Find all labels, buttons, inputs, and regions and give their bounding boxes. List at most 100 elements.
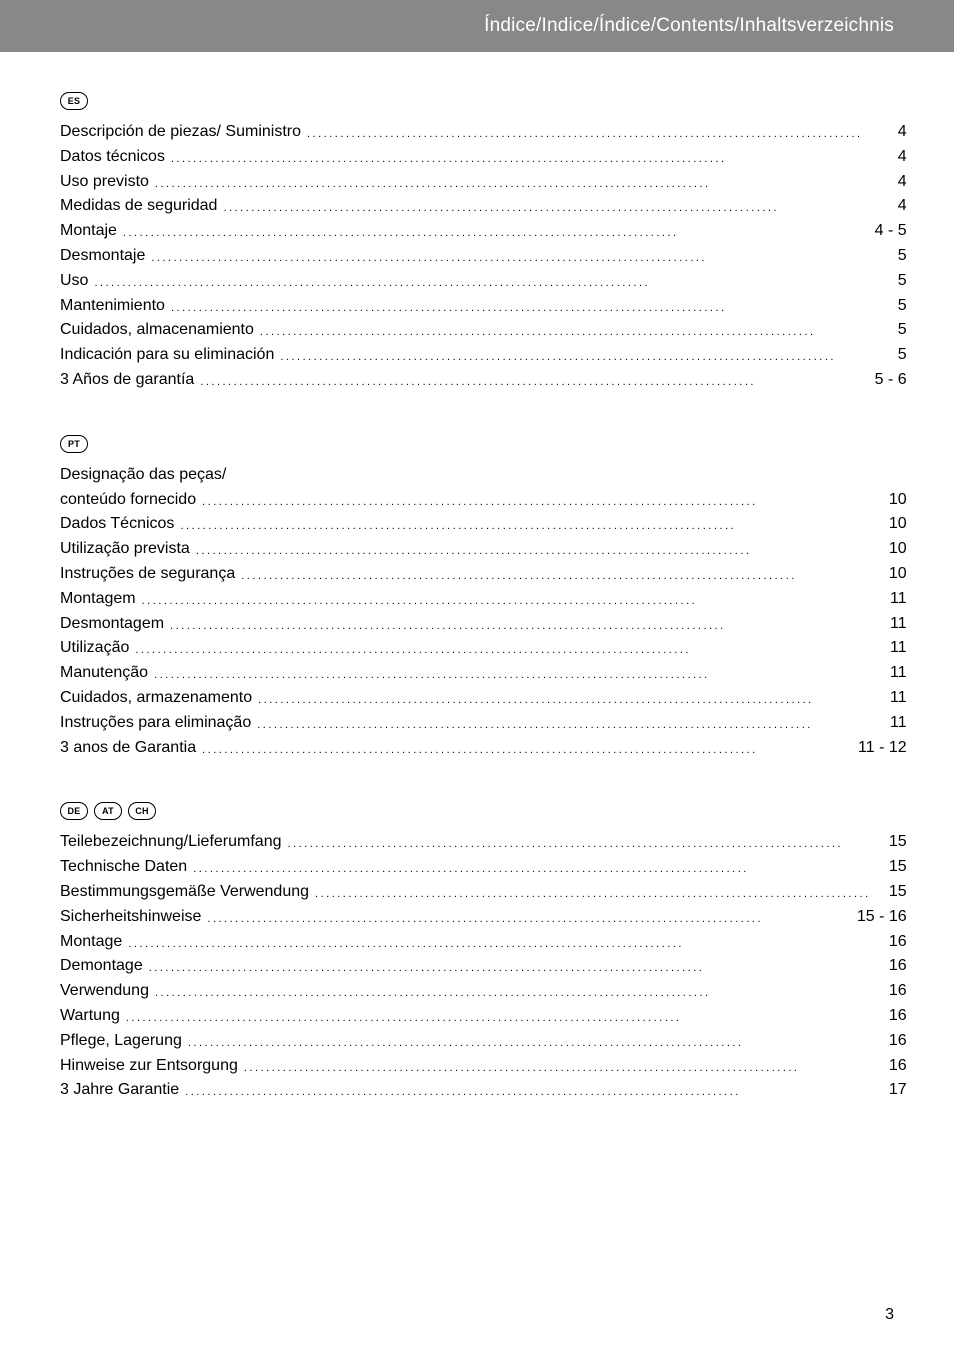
toc-entry-page: 5 xyxy=(877,269,907,294)
toc-entry-label: Datos técnicos xyxy=(60,145,165,170)
toc-entry-label: Cuidados, almacenamiento xyxy=(60,318,254,343)
toc-entry-label: 3 anos de Garantia xyxy=(60,736,196,761)
toc-entry-page: 16 xyxy=(877,1029,907,1054)
left-column: ES Descripción de piezas/ Suministro 4 Dato… xyxy=(60,92,907,1145)
toc-entry-page: 11 xyxy=(877,686,907,711)
toc-entry-page: 5 xyxy=(877,318,907,343)
toc-leader-dots xyxy=(171,295,871,320)
toc-entry-label: Hinweise zur Entsorgung xyxy=(60,1054,238,1079)
toc-leader-dots xyxy=(307,121,871,146)
toc-entry: Hinweise zur Entsorgung 16 xyxy=(60,1054,907,1079)
toc-entry-page: 4 - 5 xyxy=(875,219,907,244)
toc-entry-label: Montaje xyxy=(60,219,117,244)
language-badge: PT xyxy=(60,435,88,453)
toc-entry-page: 11 xyxy=(877,587,907,612)
toc-entry-page: 16 xyxy=(877,979,907,1004)
language-badges: ES xyxy=(60,92,907,110)
toc-entry-label: 3 Años de garantía xyxy=(60,368,194,393)
toc-entry-label: conteúdo fornecido xyxy=(60,488,196,513)
toc-entry: Verwendung 16 xyxy=(60,979,907,1004)
toc-leader-dots xyxy=(196,538,871,563)
toc-entry: 3 Años de garantía 5 - 6 xyxy=(60,368,907,393)
toc-entry: Utilização prevista10 xyxy=(60,537,907,562)
header-title: Índice/Indice/Índice/Contents/Inhaltsver… xyxy=(484,15,894,37)
toc-leader-dots xyxy=(135,637,870,662)
content-area: ES Descripción de piezas/ Suministro 4 Dato… xyxy=(0,52,954,1145)
toc-leader-dots xyxy=(241,563,870,588)
toc-entry: Medidas de seguridad4 xyxy=(60,194,907,219)
toc-leader-dots xyxy=(207,906,850,931)
toc-entry-page: 16 xyxy=(877,1004,907,1029)
toc-entry: Montaje 4 - 5 xyxy=(60,219,907,244)
toc-leader-dots xyxy=(193,856,870,881)
toc-entry: Dados Técnicos 10 xyxy=(60,512,907,537)
toc-leader-dots xyxy=(244,1055,871,1080)
toc-entry: Desmontaje5 xyxy=(60,244,907,269)
toc-entry-page: 5 - 6 xyxy=(875,368,907,393)
toc-entry-label: Dados Técnicos xyxy=(60,512,174,537)
toc-leader-dots xyxy=(151,245,870,270)
toc-entry: Uso 5 xyxy=(60,269,907,294)
toc-entry-label: Montage xyxy=(60,930,122,955)
language-badge: DE xyxy=(60,802,88,820)
toc-section: PTDesignação das peças/conteúdo fornecid… xyxy=(60,435,907,761)
toc-entry: 3 Jahre Garantie17 xyxy=(60,1078,907,1103)
toc-entry: 3 anos de Garantia 11 - 12 xyxy=(60,736,907,761)
toc-leader-dots xyxy=(223,195,870,220)
toc-leader-dots xyxy=(185,1079,870,1104)
toc-entry-page: 4 xyxy=(877,194,907,219)
toc-entry-label: Utilização xyxy=(60,636,129,661)
toc-leader-dots xyxy=(170,613,871,638)
toc-leader-dots xyxy=(188,1030,871,1055)
toc-entry-page: 11 - 12 xyxy=(858,736,907,761)
toc-entry: Desmontagem 11 xyxy=(60,612,907,637)
toc-entry: Wartung 16 xyxy=(60,1004,907,1029)
toc-entry-page: 16 xyxy=(877,930,907,955)
toc-entry: conteúdo fornecido 10 xyxy=(60,488,907,513)
toc-section: ES Descripción de piezas/ Suministro 4 Dato… xyxy=(60,92,907,393)
toc-leader-dots xyxy=(200,369,868,394)
toc-leader-dots xyxy=(171,146,871,171)
toc-leader-dots xyxy=(202,489,871,514)
language-badges: PT xyxy=(60,435,907,453)
toc-entry-label: Mantenimiento xyxy=(60,294,165,319)
toc-entry: Indicación para su eliminación5 xyxy=(60,343,907,368)
toc-entry-page: 10 xyxy=(877,488,907,513)
toc-leader-dots xyxy=(180,513,870,538)
toc-entry-page: 10 xyxy=(877,512,907,537)
toc-entry-page: 10 xyxy=(877,562,907,587)
toc-entry-page: 5 xyxy=(877,294,907,319)
toc-entry-label: Wartung xyxy=(60,1004,120,1029)
toc-entry: Manutenção11 xyxy=(60,661,907,686)
toc-leader-dots xyxy=(149,955,871,980)
toc-entry-page: 15 xyxy=(877,880,907,905)
toc-entry: Demontage16 xyxy=(60,954,907,979)
toc-leader-dots xyxy=(126,1005,871,1030)
toc-leader-dots xyxy=(257,712,870,737)
toc-entry-label: Uso xyxy=(60,269,88,294)
toc-entry-page: 16 xyxy=(877,1054,907,1079)
toc-entry: Teilebezeichnung/Lieferumfang15 xyxy=(60,830,907,855)
toc-entry: Instruções de segurança10 xyxy=(60,562,907,587)
toc-entry: Bestimmungsgemäße Verwendung 15 xyxy=(60,880,907,905)
toc-entry: Montagem 11 xyxy=(60,587,907,612)
toc-entry-page: 11 xyxy=(877,711,907,736)
toc-entry-label: Bestimmungsgemäße Verwendung xyxy=(60,880,309,905)
toc-entry: Sicherheitshinweise15 - 16 xyxy=(60,905,907,930)
header-bar: Índice/Indice/Índice/Contents/Inhaltsver… xyxy=(0,0,954,52)
toc-entry-page: 11 xyxy=(877,612,907,637)
toc-leader-dots xyxy=(94,270,870,295)
toc-leader-dots xyxy=(202,737,852,762)
toc-entry-label: Montagem xyxy=(60,587,136,612)
toc-entry-label: Verwendung xyxy=(60,979,149,1004)
toc-entry-label: Descripción de piezas/ Suministro xyxy=(60,120,301,145)
toc-entry-page: 15 xyxy=(877,855,907,880)
toc-entry: Cuidados, armazenamento11 xyxy=(60,686,907,711)
toc-entry: Instruções para eliminação11 xyxy=(60,711,907,736)
toc-entry-page: 11 xyxy=(877,636,907,661)
toc-entry: Uso previsto4 xyxy=(60,170,907,195)
toc-entry-label: Desmontagem xyxy=(60,612,164,637)
toc-entry-label: Pflege, Lagerung xyxy=(60,1029,182,1054)
toc-entry-page: 17 xyxy=(877,1078,907,1103)
toc-entry-label: Teilebezeichnung/Lieferumfang xyxy=(60,830,281,855)
